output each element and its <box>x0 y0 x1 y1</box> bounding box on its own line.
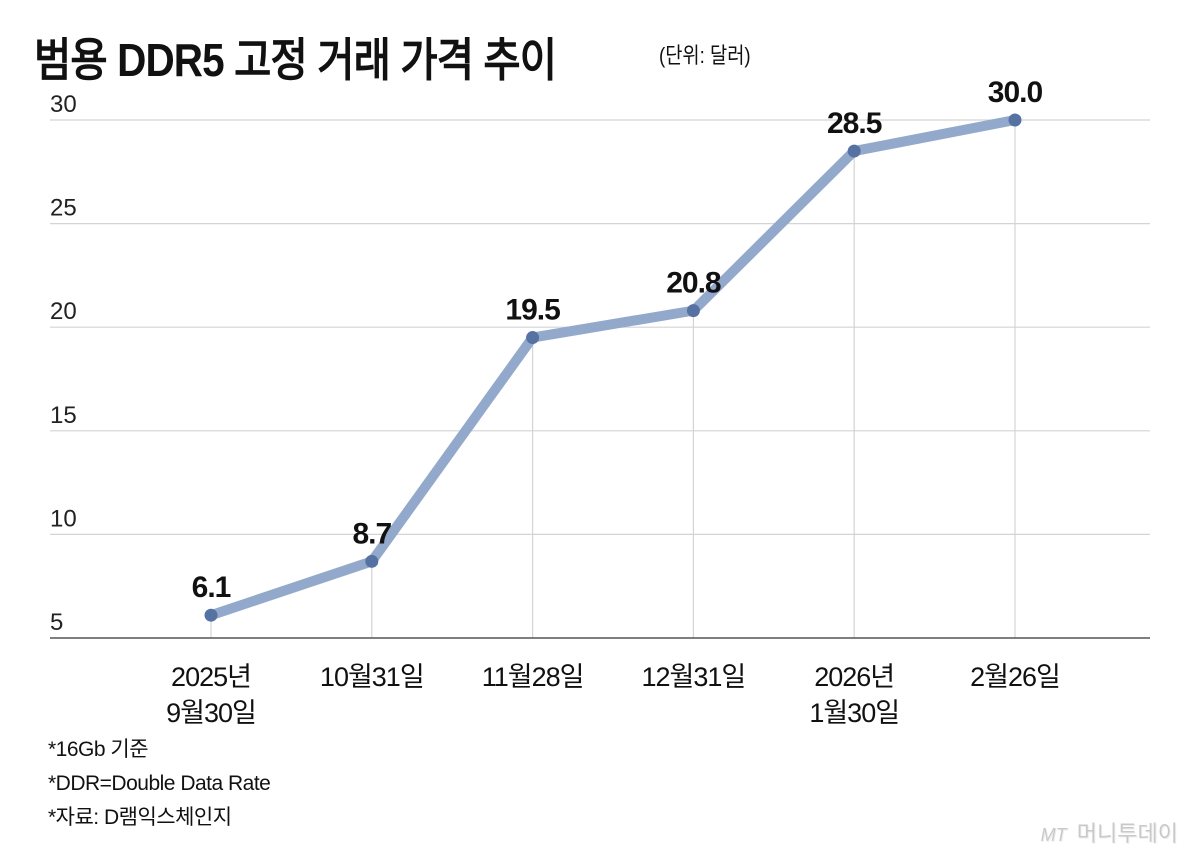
data-value-label: 6.1 <box>192 571 231 604</box>
footnotes: *16Gb 기준 *DDR=Double Data Rate *자료: D램익스… <box>48 733 271 835</box>
x-tick-label: 9월30일 <box>166 698 256 728</box>
footnote-capacity: *16Gb 기준 <box>48 738 149 761</box>
y-tick-label: 15 <box>50 402 77 429</box>
y-tick-label: 5 <box>50 609 63 636</box>
data-point-marker <box>847 144 861 158</box>
data-value-label: 28.5 <box>827 107 882 140</box>
data-point-marker <box>365 554 379 568</box>
y-tick-label: 30 <box>50 91 77 118</box>
mt-logo-icon: MT <box>1040 825 1067 845</box>
x-tick-label: 12월31일 <box>642 662 746 692</box>
data-value-label: 30.0 <box>988 76 1043 109</box>
chart-title: 범용 DDR5 고정 거래 가격 추이 <box>34 34 557 86</box>
footnote-ddr: *DDR=Double Data Rate <box>48 772 271 795</box>
series-line <box>206 115 1020 621</box>
data-value-label: 8.7 <box>352 517 391 550</box>
data-value-label: 20.8 <box>666 267 721 300</box>
footnote-source: *자료: D램익스체인지 <box>48 806 232 829</box>
x-guide-lines <box>210 120 1016 638</box>
data-labels: 6.1 8.7 19.5 20.8 28.5 30.0 <box>192 76 1044 604</box>
y-axis-ticks: 5 10 15 20 25 30 <box>50 91 77 636</box>
y-tick-label: 25 <box>50 195 77 222</box>
x-tick-label: 2026년 <box>814 662 894 692</box>
data-markers <box>204 113 1022 622</box>
y-tick-label: 10 <box>50 505 77 532</box>
data-point-marker <box>526 331 540 345</box>
x-tick-label: 2025년 <box>171 662 251 692</box>
x-tick-label: 11월28일 <box>482 662 584 692</box>
data-point-marker <box>1008 113 1022 127</box>
data-point-marker <box>686 304 700 318</box>
x-tick-label: 2월26일 <box>970 662 1060 692</box>
data-point-marker <box>204 608 218 622</box>
y-tick-label: 20 <box>50 298 77 325</box>
chart-header: 범용 DDR5 고정 거래 가격 추이 (단위: 달러) <box>34 24 751 90</box>
unit-label: (단위: 달러) <box>659 43 751 68</box>
watermark: MT 머니투데이 <box>1041 816 1178 848</box>
data-value-label: 19.5 <box>505 294 560 327</box>
x-axis-labels: 2025년 9월30일 10월31일 11월28일 12월31일 2026년 1월30일 2월… <box>166 662 1061 728</box>
x-tick-label: 10월31일 <box>320 662 424 692</box>
publisher-name: 머니투데이 <box>1076 821 1178 846</box>
x-tick-label: 1월30일 <box>809 698 899 728</box>
